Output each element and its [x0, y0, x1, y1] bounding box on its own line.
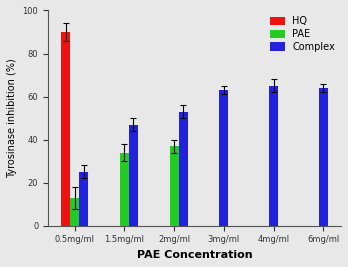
Bar — [120, 152, 129, 226]
Y-axis label: Tyrosinase inhibition (%): Tyrosinase inhibition (%) — [7, 58, 17, 178]
Bar — [319, 88, 328, 226]
Legend: HQ, PAE, Complex: HQ, PAE, Complex — [266, 12, 339, 56]
Bar — [170, 146, 179, 226]
Bar — [269, 86, 278, 226]
Bar — [129, 125, 138, 226]
Bar — [219, 90, 228, 226]
Bar — [70, 198, 79, 226]
Bar — [61, 32, 70, 226]
Bar — [179, 112, 188, 226]
X-axis label: PAE Concentration: PAE Concentration — [137, 250, 252, 260]
Bar — [79, 172, 88, 226]
